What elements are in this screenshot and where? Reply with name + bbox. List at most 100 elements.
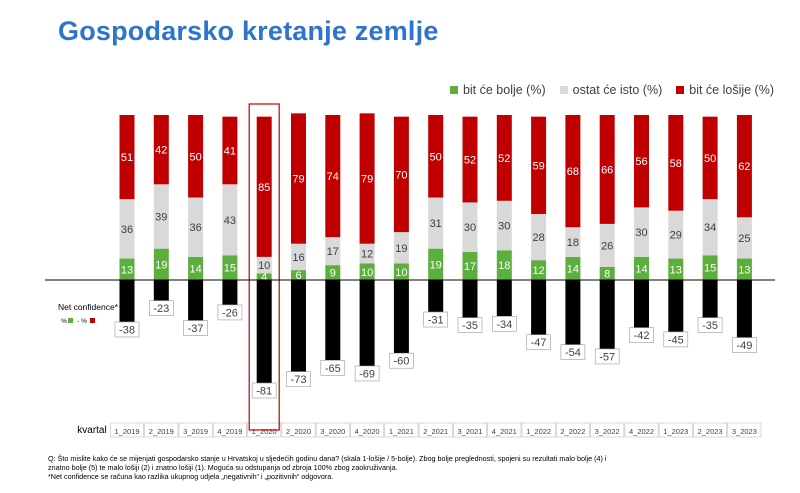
category-box-4_2021 (487, 422, 522, 438)
category-box-3_2020 (315, 422, 350, 438)
label-same-3_2023: 25 (738, 233, 750, 245)
bar-worse-3_2022 (599, 115, 615, 224)
bar-same-2_2023 (702, 199, 718, 256)
category-label-2_2022: 2_2022 (560, 427, 585, 436)
bar-same-2_2022 (565, 227, 581, 257)
bar-better-4_2021 (496, 250, 512, 280)
label-worse-2_2022: 68 (567, 166, 579, 178)
legend-swatch-same (559, 86, 568, 94)
bar-same-1_2023 (668, 210, 684, 259)
bar-same-3_2019 (188, 197, 204, 257)
category-box-4_2020 (350, 422, 385, 438)
legend-swatch-better (449, 86, 458, 94)
label-worse-2_2020: 79 (292, 174, 304, 186)
label-worse-1_2019: 51 (121, 152, 133, 164)
footnote: Q: Što mislite kako će se mijenjati gosp… (48, 454, 748, 482)
label-box-net-3_2021 (457, 317, 483, 334)
category-label-3_2019: 3_2019 (183, 427, 208, 436)
category-label-1_2023: 1_2023 (663, 427, 688, 436)
label-net-3_2023: -49 (736, 340, 752, 352)
bar-worse-3_2023 (736, 115, 752, 218)
label-worse-3_2019: 50 (189, 151, 201, 163)
bar-worse-1_2023 (668, 115, 684, 211)
category-label-4_2021: 4_2021 (492, 427, 517, 436)
bar-better-2_2019 (153, 248, 169, 280)
bar-net-1_2020 (256, 280, 272, 396)
label-same-2_2019: 39 (155, 211, 167, 223)
category-label-2_2020: 2_2020 (286, 427, 311, 436)
label-net-2_2023: -35 (702, 320, 718, 332)
highlight-box (248, 103, 280, 431)
bar-net-3_2023 (736, 280, 752, 350)
label-box-net-1_2022 (526, 334, 551, 351)
label-worse-1_2023: 58 (670, 158, 682, 170)
label-box-net-2_2020 (286, 371, 311, 387)
bar-better-4_2020 (359, 263, 375, 280)
bar-worse-2_2020 (291, 113, 306, 244)
label-same-3_2022: 26 (601, 240, 613, 252)
bar-net-1_2022 (531, 280, 547, 347)
category-box-3_2023 (727, 422, 762, 438)
label-better-3_2021: 17 (464, 261, 476, 273)
label-box-net-4_2021 (491, 315, 517, 332)
category-box-1_2019 (110, 422, 144, 438)
label-box-net-4_2019 (217, 304, 243, 321)
bar-worse-4_2019 (222, 116, 238, 185)
label-worse-1_2022: 59 (532, 160, 544, 172)
bar-worse-1_2019 (119, 115, 135, 200)
bar-worse-1_2022 (531, 116, 547, 214)
bar-better-1_2019 (119, 258, 135, 280)
bar-worse-2_2019 (153, 115, 169, 185)
bar-same-1_2021 (393, 232, 409, 264)
bar-better-3_2021 (462, 251, 478, 280)
legend-label-worse: bit će lošije (%) (689, 83, 774, 97)
bar-better-1_2023 (668, 258, 684, 280)
label-worse-4_2022: 56 (635, 156, 647, 168)
label-worse-1_2021: 70 (395, 169, 407, 181)
category-box-2_2023 (693, 422, 728, 438)
label-same-4_2019: 43 (224, 215, 236, 227)
bar-worse-1_2020 (256, 116, 272, 257)
legend-label-same: ostat će isto (%) (572, 83, 663, 97)
legend-item-same: ostat će isto (%) (559, 83, 663, 97)
category-label-4_2019: 4_2019 (217, 427, 242, 436)
label-worse-2_2021: 50 (430, 151, 442, 163)
label-net-2_2022: -54 (565, 347, 581, 359)
bar-better-3_2022 (599, 266, 615, 280)
label-net-1_2022: -47 (531, 337, 547, 349)
category-box-4_2019 (212, 422, 247, 438)
label-net-2_2020: -73 (291, 374, 307, 386)
label-net-1_2021: -60 (393, 356, 409, 368)
label-better-3_2020: 9 (330, 268, 336, 280)
label-same-1_2022: 28 (532, 232, 544, 244)
label-better-2_2019: 19 (155, 259, 167, 271)
bar-same-1_2020 (256, 256, 272, 274)
category-box-1_2021 (384, 422, 419, 438)
label-worse-4_2020: 79 (361, 174, 373, 186)
label-better-1_2023: 13 (670, 264, 682, 276)
bar-same-2_2020 (291, 243, 306, 271)
category-label-3_2020: 3_2020 (320, 427, 345, 436)
bar-same-1_2022 (531, 214, 547, 261)
footnote-line-2: znatno bolje (5) te malo lošiji (2) i zn… (48, 463, 398, 473)
label-net-3_2021: -35 (462, 320, 478, 332)
category-label-1_2020: 1_2020 (252, 427, 277, 436)
net-formula-green-swatch (68, 318, 73, 323)
category-box-1_2023 (658, 422, 693, 438)
category-label-4_2020: 4_2020 (355, 427, 380, 436)
label-box-net-3_2020 (320, 359, 346, 376)
label-better-3_2019: 14 (189, 263, 201, 275)
label-better-4_2019: 15 (224, 263, 236, 275)
label-net-2_2019: -23 (153, 303, 169, 315)
category-label-2_2023: 2_2023 (698, 427, 723, 436)
label-net-3_2019: -37 (188, 323, 204, 335)
label-better-2_2022: 14 (567, 263, 579, 275)
category-box-2_2022 (555, 422, 590, 438)
label-worse-2_2019: 42 (155, 145, 167, 157)
bar-net-2_2022 (565, 280, 581, 357)
bar-worse-4_2021 (496, 115, 512, 201)
bar-better-2_2023 (702, 255, 718, 280)
net-formula-red-swatch (90, 318, 95, 323)
label-better-3_2023: 13 (738, 264, 750, 276)
label-better-4_2020: 10 (361, 267, 373, 279)
